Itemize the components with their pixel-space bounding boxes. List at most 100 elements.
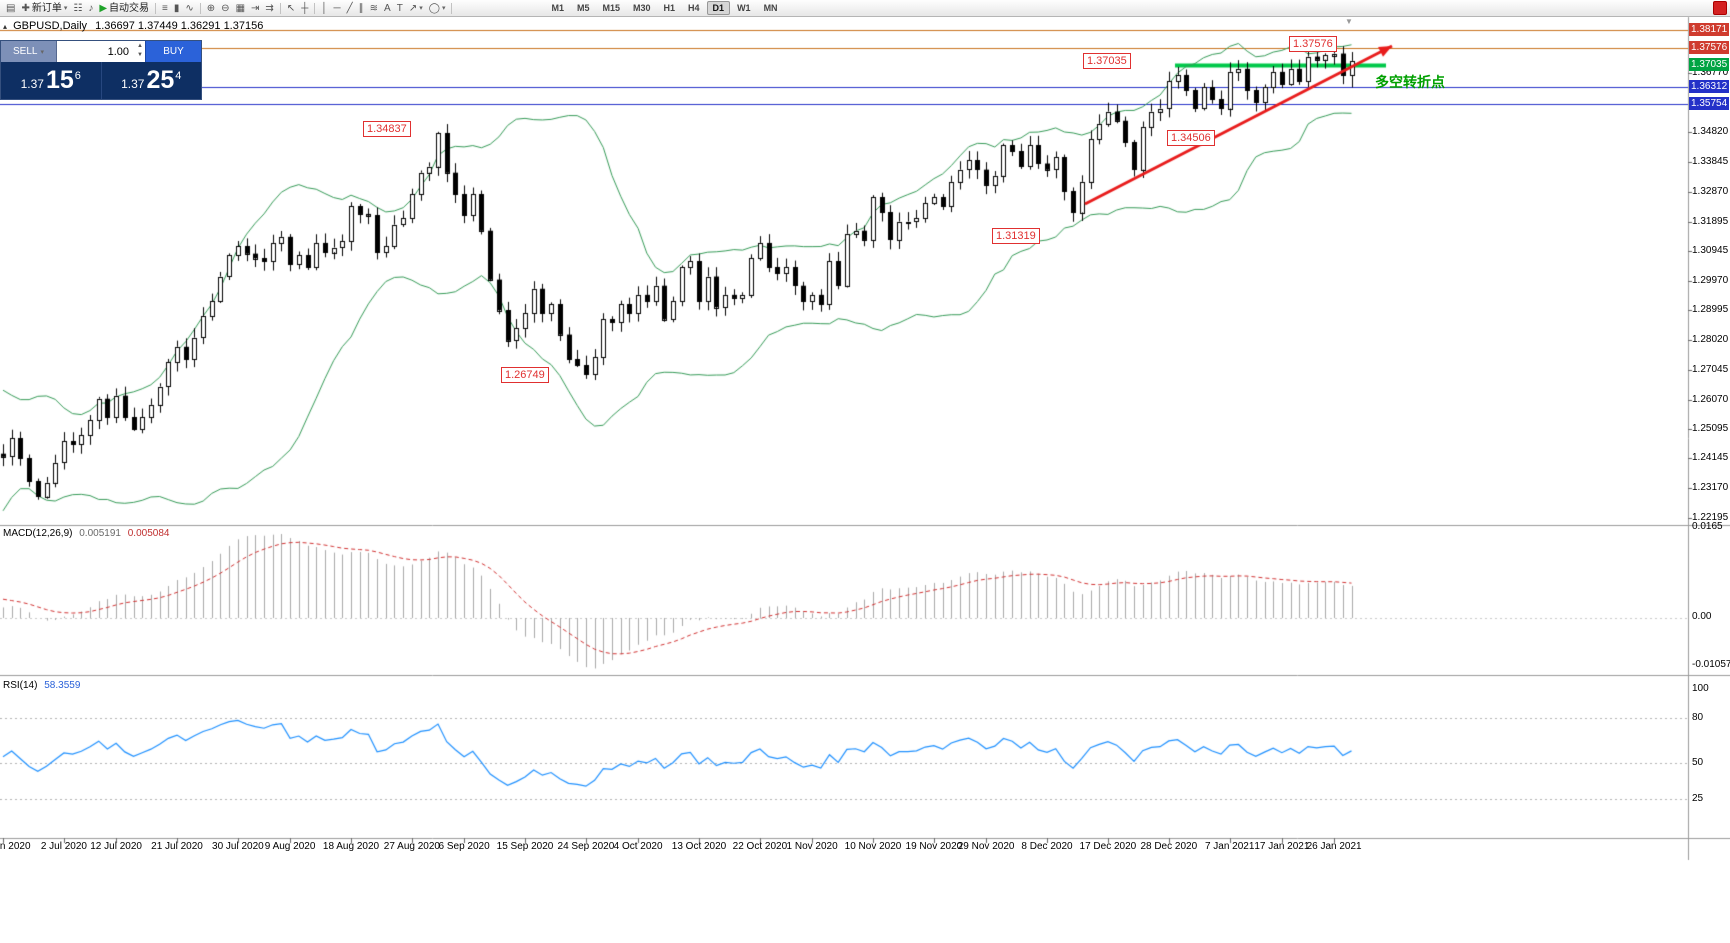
- volume-input[interactable]: 1.00 ▲ ▼: [57, 41, 145, 62]
- zoom-out-icon[interactable]: ⊖: [218, 1, 232, 16]
- date-axis-label: 29 Nov 2020: [957, 841, 1015, 852]
- timeframe-H1[interactable]: H1: [663, 3, 676, 13]
- price-annotation[interactable]: 1.34837: [363, 121, 411, 137]
- crosshair-icon: ┼: [301, 2, 309, 14]
- price-axis-label: 1.28995: [1692, 304, 1729, 316]
- stepper-down-icon[interactable]: ▼: [137, 52, 143, 58]
- timeframe-D1[interactable]: D1: [706, 1, 731, 15]
- price-axis-label: 1.26070: [1692, 393, 1729, 405]
- trendline-icon[interactable]: ╱: [344, 1, 356, 16]
- price-axis-label: 1.30945: [1692, 244, 1729, 256]
- date-axis-label: 4 Oct 2020: [613, 841, 663, 852]
- chevron-down-icon: ▾: [40, 48, 44, 56]
- price-axis-badge: 1.35754: [1689, 96, 1730, 110]
- price-axis-label: 1.25095: [1692, 423, 1729, 435]
- autotrading-icon: ▶: [99, 2, 108, 14]
- date-axis-label: 15 Sep 2020: [496, 841, 554, 852]
- alerts-icon[interactable]: ♪: [85, 1, 96, 16]
- candlestick-chart-icon: ▮: [173, 2, 180, 14]
- shapes-icon[interactable]: ◯ ▾: [426, 1, 449, 16]
- cursor-icon[interactable]: ↖: [284, 1, 298, 16]
- date-axis-label: 27 Aug 2020: [383, 841, 440, 852]
- quote-line: ▴ GBPUSD,Daily 1.36697 1.37449 1.36291 1…: [3, 20, 263, 32]
- trade-panel-toggle-icon[interactable]: ▴: [3, 22, 8, 31]
- sell-price-figure: 1.37: [20, 77, 44, 91]
- text-annotation[interactable]: 多空转折点: [1375, 74, 1445, 90]
- buy-button[interactable]: BUY: [145, 41, 201, 62]
- tile-windows-icon: ▦: [235, 2, 246, 14]
- arrows-icon[interactable]: ↗ ▾: [406, 1, 426, 16]
- date-axis-label: 7 Jan 2021: [1204, 841, 1255, 852]
- timeframe-M30[interactable]: M30: [633, 3, 651, 13]
- alert-badge-icon[interactable]: [1713, 1, 1727, 15]
- price-axis-label: 1.29970: [1692, 274, 1729, 286]
- cursor-icon: ↖: [286, 2, 296, 14]
- rsi-axis-label: 50: [1692, 756, 1704, 768]
- price-axis-label: 1.28020: [1692, 334, 1729, 346]
- chart-shift-marker[interactable]: ▼: [1345, 17, 1353, 26]
- price-axis-badge: 1.38171: [1689, 23, 1730, 36]
- date-axis-label: 19 Nov 2020: [905, 841, 963, 852]
- text-label-icon[interactable]: T: [394, 1, 406, 16]
- zoom-in-icon[interactable]: ⊕: [204, 1, 218, 16]
- price-annotation[interactable]: 1.37035: [1083, 53, 1131, 69]
- date-axis-label: 9 Aug 2020: [264, 841, 316, 852]
- price-annotation[interactable]: 1.31319: [992, 228, 1040, 244]
- one-click-trading-panel: SELL ▾ 1.00 ▲ ▼ BUY 1.37 15 6 1.37 25 4: [0, 40, 202, 100]
- new-order-button-label: 新订单: [31, 2, 62, 14]
- sell-price[interactable]: 1.37 15 6: [1, 62, 102, 99]
- chart-window-icon: ▤: [6, 2, 16, 14]
- price-axis-label: 1.31895: [1692, 215, 1729, 227]
- buy-button-label: BUY: [163, 46, 184, 57]
- text-icon[interactable]: A: [381, 1, 394, 16]
- timeframe-M1[interactable]: M1: [551, 3, 564, 13]
- rsi-axis-label: 25: [1692, 793, 1704, 805]
- bar-chart-icon[interactable]: ≡: [159, 1, 171, 16]
- chart-window-icon[interactable]: ▤: [3, 1, 18, 16]
- chart-shift-icon[interactable]: ⇥: [248, 1, 262, 16]
- tile-windows-icon[interactable]: ▦: [233, 1, 248, 16]
- timeframe-H4[interactable]: H4: [688, 3, 700, 13]
- chevron-down-icon: ▾: [441, 4, 446, 12]
- timeframe-MN[interactable]: MN: [763, 3, 778, 13]
- fibonacci-icon[interactable]: ≋: [367, 1, 381, 16]
- price-axis-label: 1.34820: [1692, 126, 1729, 138]
- zoom-out-icon: ⊖: [221, 2, 230, 14]
- price-annotation[interactable]: 1.26749: [501, 367, 549, 383]
- buy-price[interactable]: 1.37 25 4: [102, 62, 202, 99]
- line-chart-icon: ∿: [185, 2, 194, 14]
- date-axis-label: 17 Jan 2021: [1254, 841, 1310, 852]
- date-axis-label: 21 Jul 2020: [151, 841, 203, 852]
- price-axis-label: 1.33845: [1692, 156, 1729, 168]
- channel-icon[interactable]: ∥: [356, 1, 367, 16]
- shapes-icon: ◯: [428, 2, 440, 14]
- toolbar-separator: [199, 2, 201, 14]
- timeframe-toolbar: M1 M5 M15 M30 H1 H4 D1 W1 MN: [545, 1, 783, 15]
- price-annotation[interactable]: 1.37576: [1289, 36, 1337, 52]
- auto-scroll-icon[interactable]: ⇉: [262, 1, 276, 16]
- sell-button[interactable]: SELL ▾: [1, 41, 57, 62]
- buy-price-figure: 1.37: [121, 77, 145, 91]
- vertical-line-icon[interactable]: │: [318, 1, 330, 16]
- price-axis-badge: 1.37576: [1689, 41, 1730, 55]
- trade-panel-controls: SELL ▾ 1.00 ▲ ▼ BUY: [1, 41, 201, 62]
- timeframe-M15[interactable]: M15: [602, 3, 620, 13]
- horizontal-line-icon[interactable]: ─: [331, 1, 344, 16]
- autotrading-button[interactable]: ▶ 自动交易: [96, 1, 152, 16]
- buy-price-point: 4: [175, 70, 182, 82]
- volume-stepper[interactable]: ▲ ▼: [137, 42, 143, 60]
- line-chart-icon[interactable]: ∿: [182, 1, 196, 16]
- crosshair-icon[interactable]: ┼: [298, 1, 311, 16]
- timeframe-W1[interactable]: W1: [737, 3, 751, 13]
- trendline-icon: ╱: [346, 2, 353, 14]
- new-order-button[interactable]: ✚ 新订单 ▾: [18, 1, 70, 16]
- market-depth-icon[interactable]: ☷: [70, 1, 85, 16]
- price-axis-label: 1.22195: [1692, 512, 1729, 523]
- price-annotation[interactable]: 1.34506: [1167, 130, 1215, 146]
- stepper-up-icon[interactable]: ▲: [137, 43, 143, 49]
- arrows-icon: ↗: [408, 2, 418, 14]
- date-axis-label: 6 Sep 2020: [438, 841, 490, 852]
- timeframe-M5[interactable]: M5: [576, 3, 590, 13]
- candlestick-chart-icon[interactable]: ▮: [171, 1, 183, 16]
